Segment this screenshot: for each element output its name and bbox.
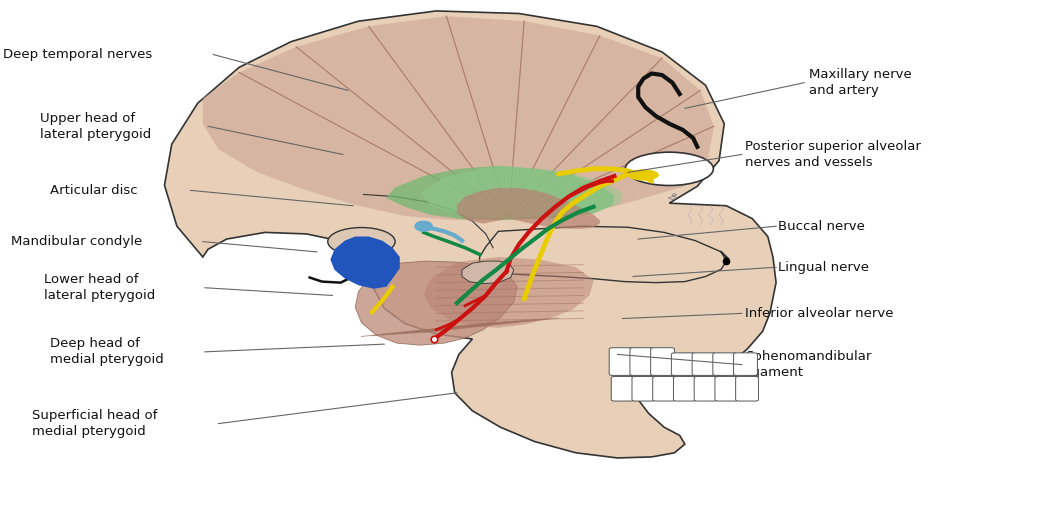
- Polygon shape: [480, 226, 727, 283]
- Ellipse shape: [625, 152, 713, 186]
- Text: Upper head of
lateral pterygoid: Upper head of lateral pterygoid: [40, 112, 152, 141]
- Text: Inferior alveolar nerve: Inferior alveolar nerve: [745, 307, 894, 320]
- Polygon shape: [457, 188, 600, 229]
- FancyBboxPatch shape: [653, 376, 676, 401]
- Text: Posterior superior alveolar
nerves and vessels: Posterior superior alveolar nerves and v…: [745, 140, 921, 169]
- FancyBboxPatch shape: [630, 348, 654, 375]
- FancyBboxPatch shape: [694, 376, 717, 401]
- FancyBboxPatch shape: [713, 353, 737, 375]
- Text: Deep head of
medial pterygoid: Deep head of medial pterygoid: [51, 337, 164, 366]
- Polygon shape: [420, 166, 623, 217]
- FancyBboxPatch shape: [674, 376, 696, 401]
- Text: Maxillary nerve
and artery: Maxillary nerve and artery: [810, 68, 912, 97]
- Text: Lower head of
lateral pterygoid: Lower head of lateral pterygoid: [45, 273, 156, 302]
- Polygon shape: [330, 236, 400, 289]
- FancyBboxPatch shape: [692, 353, 716, 375]
- FancyBboxPatch shape: [651, 348, 675, 375]
- Text: Articular disc: Articular disc: [51, 184, 138, 197]
- Polygon shape: [462, 261, 514, 284]
- FancyBboxPatch shape: [632, 376, 655, 401]
- Polygon shape: [355, 261, 517, 345]
- Text: Buccal nerve: Buccal nerve: [778, 220, 865, 233]
- Ellipse shape: [414, 221, 433, 232]
- FancyBboxPatch shape: [736, 376, 759, 401]
- FancyBboxPatch shape: [734, 353, 758, 375]
- FancyBboxPatch shape: [609, 348, 633, 375]
- Polygon shape: [386, 166, 614, 220]
- Ellipse shape: [328, 228, 395, 256]
- Text: Mandibular condyle: Mandibular condyle: [11, 235, 142, 248]
- FancyBboxPatch shape: [672, 353, 695, 375]
- Text: Superficial head of
medial pterygoid: Superficial head of medial pterygoid: [32, 409, 157, 438]
- FancyBboxPatch shape: [715, 376, 738, 401]
- Polygon shape: [202, 16, 714, 220]
- Ellipse shape: [628, 169, 659, 180]
- Text: Deep temporal nerves: Deep temporal nerves: [3, 48, 152, 61]
- Text: Lingual nerve: Lingual nerve: [778, 261, 869, 274]
- FancyBboxPatch shape: [611, 376, 634, 401]
- Text: Sphenomandibular
ligament: Sphenomandibular ligament: [745, 350, 871, 379]
- Polygon shape: [424, 257, 594, 328]
- Polygon shape: [345, 251, 379, 267]
- Polygon shape: [164, 11, 776, 458]
